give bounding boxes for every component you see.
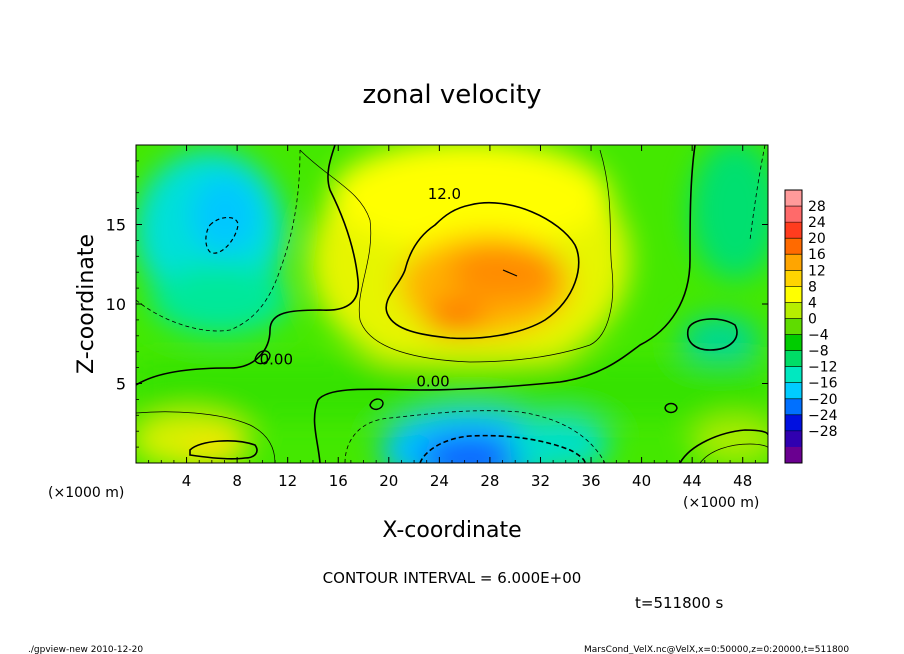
x-tick-label: 24	[430, 472, 449, 490]
x-tick-label: 4	[182, 472, 192, 490]
y-tick-label: 5	[116, 375, 126, 394]
colorbar-level-label: −16	[808, 376, 838, 392]
colorbar-segment	[785, 286, 802, 303]
colorbar-level-label: 12	[808, 263, 826, 279]
y-tick-label: 10	[106, 295, 126, 314]
x-tick-label: 20	[379, 472, 398, 490]
contour-label: 12.0	[428, 185, 461, 203]
x-tick-label: 44	[683, 472, 702, 490]
colorbar-level-label: 4	[808, 295, 817, 311]
colorbar-segment	[785, 366, 802, 384]
heatmap-field	[136, 145, 768, 463]
x-tick-label: 40	[632, 472, 651, 490]
colorbar-level-label: −4	[808, 328, 829, 344]
y-axis: 5 10 15	[106, 160, 768, 448]
x-tick-label: 32	[531, 472, 550, 490]
colorbar-segment	[785, 398, 802, 416]
x-tick-label: 12	[278, 472, 297, 490]
x-unit-right: (×1000 m)	[683, 495, 759, 511]
contour-interval-note: CONTOUR INTERVAL = 6.000E+00	[323, 569, 582, 587]
colorbar-segment	[785, 302, 802, 319]
colorbar-level-label: 8	[808, 279, 817, 295]
footer-right: MarsCond_VelX.nc@VelX,x=0:50000,z=0:2000…	[584, 645, 849, 654]
colorbar-segment	[785, 350, 802, 367]
colorbar-segment	[785, 238, 802, 255]
colorbar-level-label: −12	[808, 360, 838, 376]
colorbar-level-label: −8	[808, 344, 829, 360]
colorbar-level-label: 28	[808, 199, 826, 215]
contour-lines	[136, 145, 768, 463]
x-tick-label: 36	[581, 472, 600, 490]
y-tick-label: 15	[106, 216, 126, 235]
colorbar-level-label: 20	[808, 231, 826, 247]
x-axis-title: X-coordinate	[382, 518, 521, 543]
colorbar-segment	[785, 190, 802, 207]
contour-label: 0.00	[416, 373, 449, 391]
colorbar-frame	[784, 189, 803, 464]
colorbar-segment	[785, 382, 802, 400]
colorbar-segment	[785, 414, 802, 432]
colorbar-segment	[785, 446, 802, 464]
x-tick-label: 48	[733, 472, 752, 490]
colorbar-segment	[785, 430, 802, 448]
contour-label: 0.00	[260, 350, 293, 368]
colorbar-level-label: −28	[808, 424, 838, 440]
x-tick-label: 8	[232, 472, 242, 490]
contour-labels: 12.0 0.00 0.00	[260, 185, 462, 391]
colorbar-segment	[785, 206, 802, 223]
colorbar-segment	[785, 222, 802, 239]
colorbar-segment	[785, 270, 802, 287]
x-tick-label: 28	[480, 472, 499, 490]
time-note: t=511800 s	[635, 594, 723, 612]
chart-title: zonal velocity	[362, 80, 541, 110]
y-axis-title: Z-coordinate	[74, 234, 99, 374]
colorbar-segment	[785, 318, 802, 335]
colorbar-level-label: 0	[808, 311, 817, 327]
x-axis: 4 8 12 16 20 24 28 32 36 40 44 48	[148, 145, 756, 490]
colorbar-segment	[785, 334, 802, 351]
colorbar-segment	[785, 254, 802, 271]
colorbar	[784, 189, 803, 464]
colorbar-level-label: −20	[808, 392, 838, 408]
x-unit-left: (×1000 m)	[48, 485, 124, 501]
colorbar-level-label: 16	[808, 247, 826, 263]
footer-left: ./gpview-new 2010-12-20	[28, 645, 143, 654]
colorbar-level-label: −24	[808, 408, 838, 424]
colorbar-level-label: 24	[808, 215, 826, 231]
x-tick-label: 16	[329, 472, 348, 490]
